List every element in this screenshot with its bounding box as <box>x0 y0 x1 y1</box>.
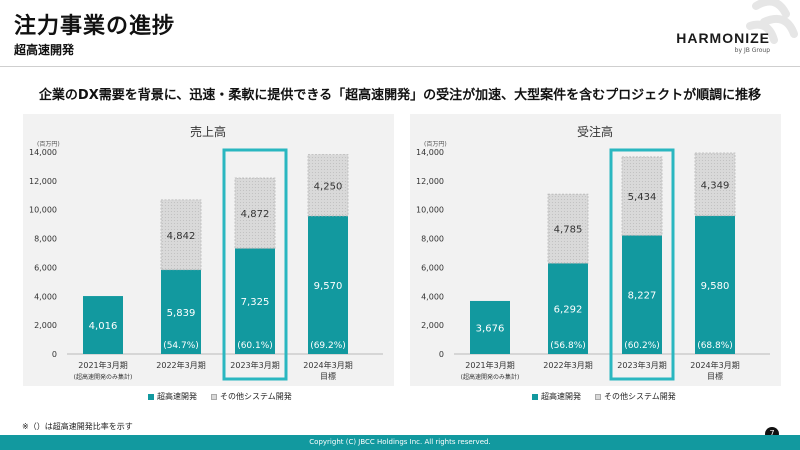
legend-swatch-other <box>595 393 601 400</box>
bar-main <box>161 269 201 354</box>
brand-logo-subtext: by JB Group <box>734 47 770 54</box>
bar-other-label: 4,785 <box>554 225 583 236</box>
category-sub-label: (超高速開発のみ集計) <box>461 373 520 381</box>
category-sub-label: 目標 <box>320 371 336 381</box>
legend-sales: 超高速開発 その他システム開発 <box>148 391 292 402</box>
y-tick-label: 4,000 <box>421 292 444 301</box>
legend-swatch-other <box>211 393 217 400</box>
category-label: 2022年3月期 <box>156 360 205 370</box>
y-tick-label: 14,000 <box>29 148 57 157</box>
bar-main <box>622 235 662 354</box>
bar-main-label: 7,325 <box>241 297 270 308</box>
bar-main <box>548 263 588 354</box>
bar-other <box>621 156 663 236</box>
bar-main-label: 9,570 <box>314 281 343 292</box>
ratio-label: (69.2%) <box>310 341 346 351</box>
y-tick-label: 12,000 <box>29 177 57 186</box>
bar-main-label: 3,676 <box>476 323 505 334</box>
bar-other <box>547 193 589 264</box>
y-tick-label: 0 <box>52 350 57 359</box>
y-tick-label: 6,000 <box>34 263 57 272</box>
bar-main-label: 8,227 <box>628 291 657 302</box>
bar-other <box>694 152 736 217</box>
legend-other-label: その他システム開発 <box>220 392 292 401</box>
legend-orders: 超高速開発 その他システム開発 <box>532 391 676 402</box>
category-label: 2022年3月期 <box>543 360 592 370</box>
bar-other-label: 4,349 <box>701 180 730 191</box>
y-tick-label: 8,000 <box>421 235 444 244</box>
category-label: 2024年3月期 <box>690 360 739 370</box>
chart-title: 受注高 <box>577 124 613 139</box>
bar-other-label: 4,842 <box>167 231 196 242</box>
chart-unit-label: (百万円) <box>37 141 60 148</box>
page-subtitle: 超高速開発 <box>14 43 75 57</box>
ratio-label: (60.1%) <box>237 341 273 351</box>
category-label: 2023年3月期 <box>617 360 666 370</box>
y-tick-label: 10,000 <box>29 206 57 215</box>
bar-main-label: 4,016 <box>89 321 118 332</box>
bar-main-label: 6,292 <box>554 305 583 316</box>
chart-panel-orders: 受注高 (百万円) 0 2,000 4,000 6,000 8,000 10,000 12,00… <box>410 114 781 386</box>
brand-logo-text: HARMONIZE <box>676 30 770 46</box>
category-sub-label: (超高速開発のみ集計) <box>74 373 133 381</box>
logo-decoration-icon <box>746 0 798 44</box>
sales-chart: 売上高 (百万円) 0 2,000 4,000 6,000 8,000 10,000 12,00… <box>29 124 383 381</box>
bar-other <box>307 154 349 217</box>
y-tick-label: 0 <box>439 350 444 359</box>
category-label: 2021年3月期 <box>78 360 127 370</box>
bar-main <box>235 248 275 354</box>
y-tick-label: 14,000 <box>416 148 444 157</box>
footnote: ※（）は超高速開発比率を示す <box>22 422 133 431</box>
ratio-label: (54.7%) <box>163 341 199 351</box>
y-tick-label: 8,000 <box>34 235 57 244</box>
footer-copyright: Copyright (C) JBCC Holdings Inc. All rig… <box>0 435 800 450</box>
header-divider <box>0 66 800 67</box>
bar-main-label: 9,580 <box>701 281 730 292</box>
lead-message: 企業のDX需要を背景に、迅速・柔軟に提供できる「超高速開発」の受注が加速、大型案… <box>38 88 762 103</box>
y-tick-label: 12,000 <box>416 177 444 186</box>
category-label: 2024年3月期 <box>303 360 352 370</box>
brand-logo: HARMONIZE by JB Group <box>676 30 770 54</box>
category-label: 2023年3月期 <box>230 360 279 370</box>
ratio-label: (56.8%) <box>550 341 586 351</box>
chart-title: 売上高 <box>190 124 226 139</box>
bar-other-label: 4,872 <box>241 209 270 220</box>
chart-panel-sales: 売上高 (百万円) 0 2,000 4,000 6,000 8,000 10,000 12,00… <box>23 114 394 386</box>
bar-main-label: 5,839 <box>167 308 196 319</box>
bar-main <box>83 296 123 354</box>
y-tick-label: 2,000 <box>34 321 57 330</box>
legend-swatch-main <box>532 393 538 400</box>
category-label: 2021年3月期 <box>465 360 514 370</box>
y-tick-label: 2,000 <box>421 321 444 330</box>
bar-other-label: 4,250 <box>314 181 343 192</box>
bar-main <box>470 300 510 354</box>
chart-unit-label: (百万円) <box>424 141 447 148</box>
legend-main-label: 超高速開発 <box>157 392 197 401</box>
bar-other <box>160 199 202 271</box>
highlight-frame <box>609 148 675 381</box>
bar-main <box>695 215 735 354</box>
highlight-frame <box>222 148 288 381</box>
category-sub-label: 目標 <box>707 371 723 381</box>
orders-chart: 受注高 (百万円) 0 2,000 4,000 6,000 8,000 10,000 12,00… <box>416 124 770 381</box>
y-tick-label: 10,000 <box>416 206 444 215</box>
legend-swatch-main <box>148 393 154 400</box>
ratio-label: (68.8%) <box>697 341 733 351</box>
y-tick-label: 6,000 <box>421 263 444 272</box>
bar-main <box>308 215 348 354</box>
y-tick-label: 4,000 <box>34 292 57 301</box>
page-title: 注力事業の進捗 <box>14 14 176 39</box>
legend-main-label: 超高速開発 <box>541 392 581 401</box>
bar-other <box>234 177 276 249</box>
ratio-label: (60.2%) <box>624 341 660 351</box>
bar-other-label: 5,434 <box>628 192 657 203</box>
legend-other-label: その他システム開発 <box>604 392 676 401</box>
